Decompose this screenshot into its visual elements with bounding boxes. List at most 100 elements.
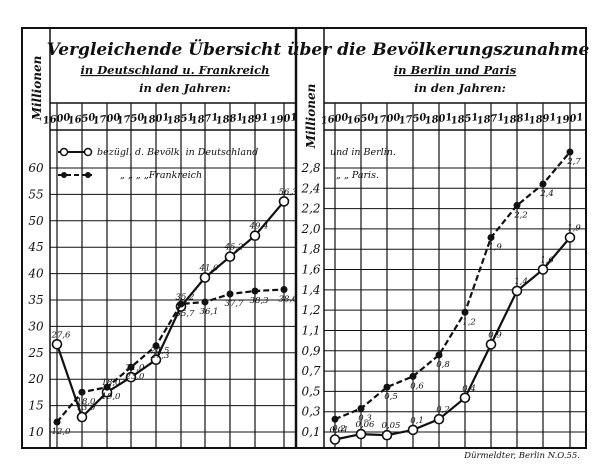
right-solid-point-6: [485, 339, 497, 350]
right-ytick-11: 2,2: [300, 202, 320, 216]
left-solid-label-7: 45,2: [224, 243, 244, 253]
left-year-label-4: 1801: [141, 112, 170, 127]
left-dashed-point-9: [280, 286, 288, 293]
right-dashed-label-0: 0,2: [332, 424, 346, 434]
left-solid-label-9: 56,3: [279, 187, 298, 197]
left-ytick-8: 50: [28, 214, 44, 228]
left-dashed-label-8: 38,3: [250, 296, 269, 306]
right-dashed-point-6: [487, 234, 495, 241]
right-ytick-9: 1,8: [301, 242, 320, 256]
right-year-label-1: 1650: [346, 112, 375, 127]
right-year-label-6: 1871: [476, 112, 505, 127]
right-year-label-3: 1750: [398, 112, 427, 127]
left-ytick-5: 35: [28, 293, 43, 307]
left-solid-point-6: [199, 272, 211, 283]
left-dashed-point-0: [53, 418, 61, 426]
credit: Dürmeldter, Berlin N.O.55.: [463, 451, 580, 461]
right-year-label-8: 1891: [528, 112, 557, 127]
legend-dashed-label-right: „ „ Paris.: [336, 170, 379, 181]
right-dashed-point-3: [409, 372, 417, 380]
right-solid-point-2: [381, 429, 393, 441]
left-year-label-5: 1851: [166, 112, 195, 127]
right-solid-point-5: [459, 392, 471, 404]
left-year-label-0: 1600: [42, 112, 71, 127]
left-solid-point-8: [249, 230, 261, 241]
right-ytick-4: 0,9: [301, 344, 320, 358]
left-solid-label-2: 18,0: [102, 378, 122, 388]
right-dashed-point-4: [435, 351, 443, 359]
left-dashed-label-7: 37,7: [225, 299, 245, 309]
right-solid-label-6: 0,9: [488, 330, 502, 340]
right-ytick-2: 0,5: [301, 384, 320, 398]
left-solid-point-3: [125, 371, 137, 383]
right-solid-point-7: [511, 285, 523, 297]
left-ytick-3: 25: [27, 346, 43, 360]
right-solid-point-1: [355, 428, 367, 440]
left-solid-point-4: [150, 354, 162, 366]
right-solid-point-8: [537, 264, 549, 275]
right-solid-point-9: [564, 232, 576, 243]
right-solid-label-7: 1,4: [514, 277, 528, 287]
legend-dashed-marker-b: [85, 172, 91, 178]
left-ytick-10: 60: [28, 161, 44, 175]
left-dashed-label-2: 19,0: [102, 392, 122, 402]
left-dashed-label-4: 27,3: [150, 351, 170, 361]
left-year-label-7: 1881: [215, 112, 244, 127]
right-solid-label-3: 0,1: [410, 416, 424, 426]
left-ytick-2: 20: [27, 372, 44, 386]
right-solid-label-8: 1,6: [540, 256, 554, 266]
left-year-label-9: 1901: [269, 112, 298, 127]
left-dashed-point-1: [78, 388, 86, 396]
right-solid-label-0: 0,01: [330, 426, 349, 436]
right-subtitle: in Berlin und Paris: [394, 63, 517, 77]
left-year-label-2: 1700: [92, 112, 121, 127]
right-solid-label-9: 1,9: [567, 224, 581, 234]
left-dashed-point-7: [226, 290, 234, 298]
right-dashed-point-9: [566, 148, 574, 156]
right-ytick-5: 1,1: [301, 323, 320, 337]
right-solid-label-4: 0,2: [436, 405, 450, 415]
right-dashed-point-2: [383, 383, 391, 391]
left-dashed-label-5: 35,7: [176, 309, 196, 319]
left-ytick-6: 40: [27, 267, 44, 281]
left-dashed-point-8: [251, 287, 259, 295]
right-solid-point-0: [329, 434, 341, 445]
left-solid-label-3: 21,0: [125, 363, 146, 373]
right-dashed-label-2: 0,5: [384, 392, 398, 402]
left-subtitle: in Deutschland u. Frankreich: [80, 63, 269, 77]
left-solid-point-1: [76, 411, 88, 423]
left-ytick-4: 30: [28, 319, 44, 333]
marks-layer: 27,613,018,021,024,535,241,045,249,456,3…: [51, 148, 581, 445]
left-solid-label-8: 49,4: [249, 222, 269, 232]
right-ytick-8: 1,6: [301, 263, 320, 277]
right-dashed-label-5: 1,2: [462, 317, 476, 327]
right-ytick-13: 2,8: [300, 161, 320, 175]
right-solid-point-4: [433, 413, 445, 425]
right-solid-point-3: [407, 424, 419, 436]
left-ytick-7: 45: [27, 240, 43, 254]
right-dashed-point-0: [331, 415, 339, 423]
right-ylabel: Millionen: [304, 84, 318, 150]
right-year-label-2: 1700: [372, 112, 401, 127]
right-ytick-7: 1,4: [301, 283, 320, 297]
left-ylabel: Millionen: [30, 56, 44, 122]
right-solid-label-2: 0,05: [382, 421, 401, 431]
right-dashed-label-6: 1,9: [488, 243, 502, 253]
left-solid-label-0: 27,6: [51, 330, 72, 340]
left-solid-point-7: [224, 251, 236, 263]
left-dashed-label-3: 23,0: [125, 372, 146, 382]
left-year-label-3: 1750: [116, 112, 145, 127]
right-dashed-label-8: 2,4: [539, 189, 554, 199]
left-year-label-1: 1650: [67, 112, 96, 127]
left-solid-point-9: [278, 196, 290, 207]
left-solid-label-4: 24,5: [150, 346, 170, 356]
legend: bezügl. d. Bevölk. in Deutschland und in…: [58, 147, 396, 181]
right-solid-label-5: 0,4: [462, 384, 476, 394]
left-year-label-8: 1891: [240, 112, 269, 127]
right-dashed-label-3: 0,6: [410, 381, 424, 391]
right-dashed-point-5: [461, 308, 469, 316]
right-subtitle-years: in den Jahren:: [414, 81, 506, 95]
left-dashed-label-9: 38,6: [279, 295, 299, 305]
